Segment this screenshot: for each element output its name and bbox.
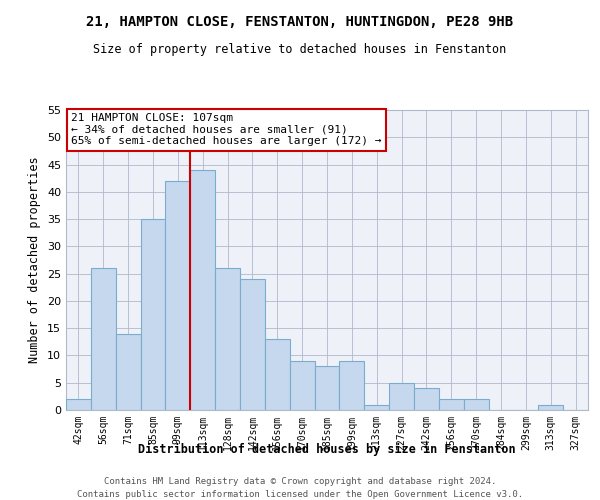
Bar (215, 268, 240, 410)
Text: Contains public sector information licensed under the Open Government Licence v3: Contains public sector information licen… (77, 490, 523, 499)
Bar (439, 399, 464, 410)
Text: Distribution of detached houses by size in Fenstanton: Distribution of detached houses by size … (138, 442, 516, 456)
Bar (290, 361, 314, 410)
Bar (340, 361, 364, 410)
Bar (414, 388, 439, 410)
Bar (389, 382, 414, 410)
Bar (538, 404, 563, 410)
Bar (140, 219, 166, 410)
Bar (66, 399, 91, 410)
Bar (116, 334, 140, 410)
Text: 21, HAMPTON CLOSE, FENSTANTON, HUNTINGDON, PE28 9HB: 21, HAMPTON CLOSE, FENSTANTON, HUNTINGDO… (86, 15, 514, 29)
Bar (265, 339, 290, 410)
Bar (240, 279, 265, 410)
Bar (190, 170, 215, 410)
Text: Contains HM Land Registry data © Crown copyright and database right 2024.: Contains HM Land Registry data © Crown c… (104, 478, 496, 486)
Bar (464, 399, 488, 410)
Y-axis label: Number of detached properties: Number of detached properties (28, 156, 41, 364)
Bar (314, 366, 340, 410)
Bar (166, 181, 190, 410)
Bar (364, 404, 389, 410)
Text: 21 HAMPTON CLOSE: 107sqm
← 34% of detached houses are smaller (91)
65% of semi-d: 21 HAMPTON CLOSE: 107sqm ← 34% of detach… (71, 113, 382, 146)
Bar (91, 268, 116, 410)
Text: Size of property relative to detached houses in Fenstanton: Size of property relative to detached ho… (94, 42, 506, 56)
